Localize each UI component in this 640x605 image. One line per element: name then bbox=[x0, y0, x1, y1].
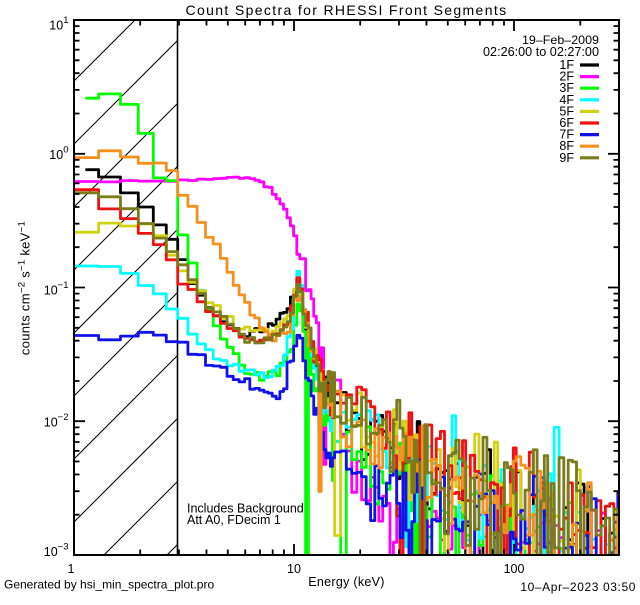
svg-text:02:26:00 to 02:27:00: 02:26:00 to 02:27:00 bbox=[483, 45, 599, 59]
svg-text:counts cm−2 s−1 keV−1: counts cm−2 s−1 keV−1 bbox=[17, 221, 33, 355]
svg-text:100: 100 bbox=[504, 562, 525, 576]
svg-text:8F: 8F bbox=[559, 139, 574, 153]
svg-text:Energy (keV): Energy (keV) bbox=[308, 575, 385, 589]
svg-text:19–Feb–2009: 19–Feb–2009 bbox=[522, 33, 599, 47]
svg-text:5F: 5F bbox=[559, 104, 574, 118]
svg-text:9F: 9F bbox=[559, 151, 574, 165]
svg-text:10: 10 bbox=[287, 562, 301, 576]
svg-text:6F: 6F bbox=[559, 116, 574, 130]
svg-text:3F: 3F bbox=[559, 81, 574, 95]
svg-text:1F: 1F bbox=[559, 58, 574, 72]
svg-text:1: 1 bbox=[68, 562, 75, 576]
svg-text:4F: 4F bbox=[559, 93, 574, 107]
svg-text:Att A0, FDecim 1: Att A0, FDecim 1 bbox=[187, 513, 281, 527]
svg-text:Count Spectra for RHESSI Front: Count Spectra for RHESSI Front Segments bbox=[186, 2, 508, 18]
svg-text:2F: 2F bbox=[559, 70, 574, 84]
svg-text:Generated by hsi_min_spectra_p: Generated by hsi_min_spectra_plot.pro bbox=[4, 578, 214, 592]
svg-text:7F: 7F bbox=[559, 128, 574, 142]
svg-text:Includes Background: Includes Background bbox=[187, 502, 304, 516]
svg-text:10–Apr–2023 03:50: 10–Apr–2023 03:50 bbox=[520, 580, 636, 594]
